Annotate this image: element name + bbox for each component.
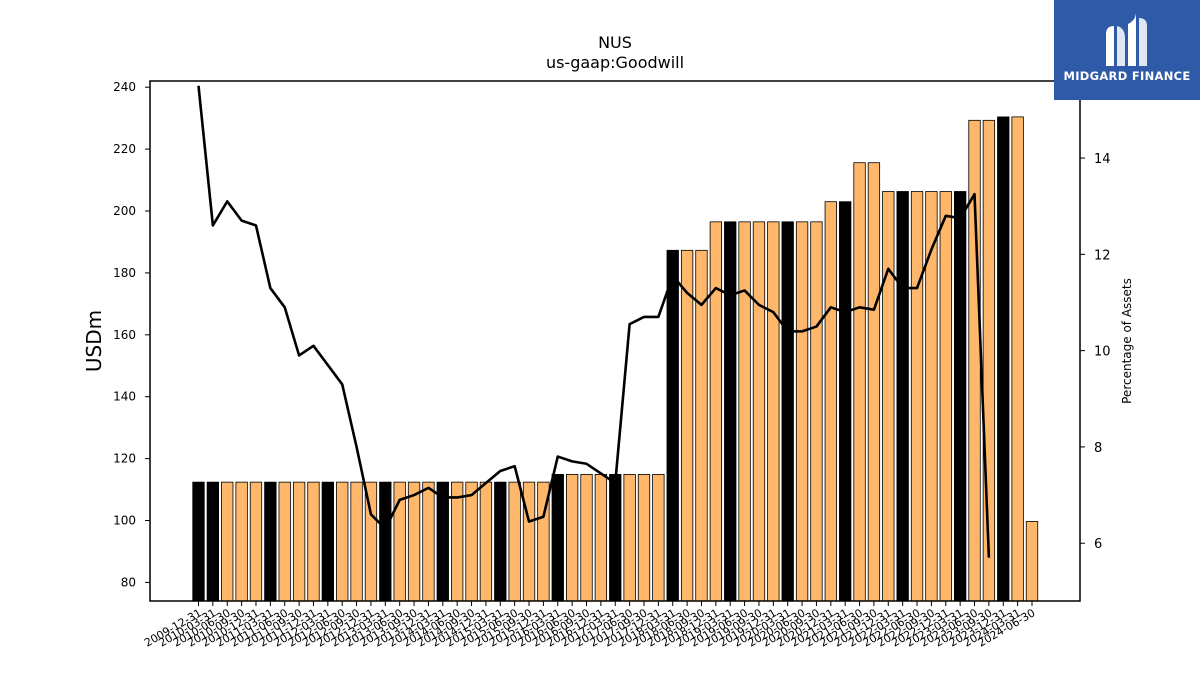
bar: [680, 249, 694, 602]
bar: [192, 481, 205, 602]
bar: [666, 249, 679, 602]
bar: [1011, 116, 1024, 602]
bar: [824, 201, 837, 602]
bar: [896, 191, 909, 602]
bar: [954, 191, 967, 602]
bar: [724, 221, 737, 602]
y-tick-label: 200: [113, 204, 136, 218]
chart-title: NUS: [598, 33, 632, 52]
y2-axis-label: Percentage of Assets: [1120, 278, 1134, 404]
bar: [594, 473, 608, 602]
bar: [407, 481, 421, 602]
bar: [522, 481, 536, 602]
bar: [609, 473, 622, 602]
bar: [752, 221, 766, 602]
y-tick-label: 220: [113, 142, 136, 156]
bar: [551, 473, 564, 602]
bar: [738, 221, 751, 602]
bar: [221, 481, 234, 602]
bar: [436, 481, 449, 602]
bar: [709, 221, 722, 602]
y-tick-label: 240: [113, 80, 136, 94]
bar: [422, 481, 435, 602]
bar: [451, 481, 464, 602]
bar: [278, 481, 291, 602]
bar: [479, 481, 493, 602]
bar: [206, 481, 220, 602]
y2-tick-label: 12: [1094, 248, 1111, 263]
bar: [379, 481, 392, 602]
bar: [321, 481, 334, 602]
y-axis-left: 80 100 120 140 160 180 200 220 240: [113, 80, 150, 589]
midgard-logo-icon: [1106, 12, 1147, 66]
y-tick-label: 160: [113, 328, 136, 342]
percentage-line: [197, 85, 991, 558]
bar: [249, 481, 263, 602]
y2-tick-label: 14: [1094, 152, 1111, 167]
y-axis-label: USDm: [82, 310, 106, 372]
bar: [637, 473, 651, 602]
bar: [264, 481, 277, 602]
y2-tick-label: 6: [1094, 537, 1102, 552]
bar: [494, 481, 507, 602]
bar: [867, 162, 881, 602]
chart-subtitle: us-gaap:Goodwill: [546, 53, 684, 72]
bar-series: [192, 116, 1039, 602]
bar: [853, 162, 866, 602]
bar: [882, 191, 895, 602]
bar: [307, 481, 320, 602]
bar: [652, 473, 665, 602]
y-tick-label: 180: [113, 266, 136, 280]
bar: [1025, 521, 1039, 602]
bar: [795, 221, 809, 602]
y-tick-label: 120: [113, 452, 136, 466]
bar: [997, 116, 1010, 602]
bar: [939, 191, 952, 602]
y2-tick-label: 10: [1094, 345, 1111, 360]
y-tick-label: 140: [113, 390, 136, 404]
bar: [968, 119, 981, 602]
line-series: [197, 85, 991, 558]
y-axis-right: 6 8 10 12 14: [1080, 152, 1111, 552]
brand-name: MIDGARD FINANCE: [1063, 69, 1191, 83]
bar: [580, 473, 593, 602]
bar: [839, 201, 852, 602]
x-axis: 2009-12-312010-03-312010-06-302010-09-30…: [142, 601, 1038, 650]
y-tick-label: 100: [113, 514, 136, 528]
bar: [508, 481, 521, 602]
brand-logo: MIDGARD FINANCE: [1054, 0, 1200, 100]
bar: [350, 481, 363, 602]
bar: [465, 481, 478, 602]
bar: [336, 481, 349, 602]
bar: [781, 221, 794, 602]
y-tick-label: 80: [121, 575, 136, 589]
bar: [767, 221, 780, 602]
bar: [565, 473, 579, 602]
bar: [810, 221, 823, 602]
bar: [623, 473, 636, 602]
y2-tick-label: 8: [1094, 441, 1102, 456]
bar: [292, 481, 306, 602]
bar: [910, 191, 924, 602]
bar: [235, 481, 248, 602]
